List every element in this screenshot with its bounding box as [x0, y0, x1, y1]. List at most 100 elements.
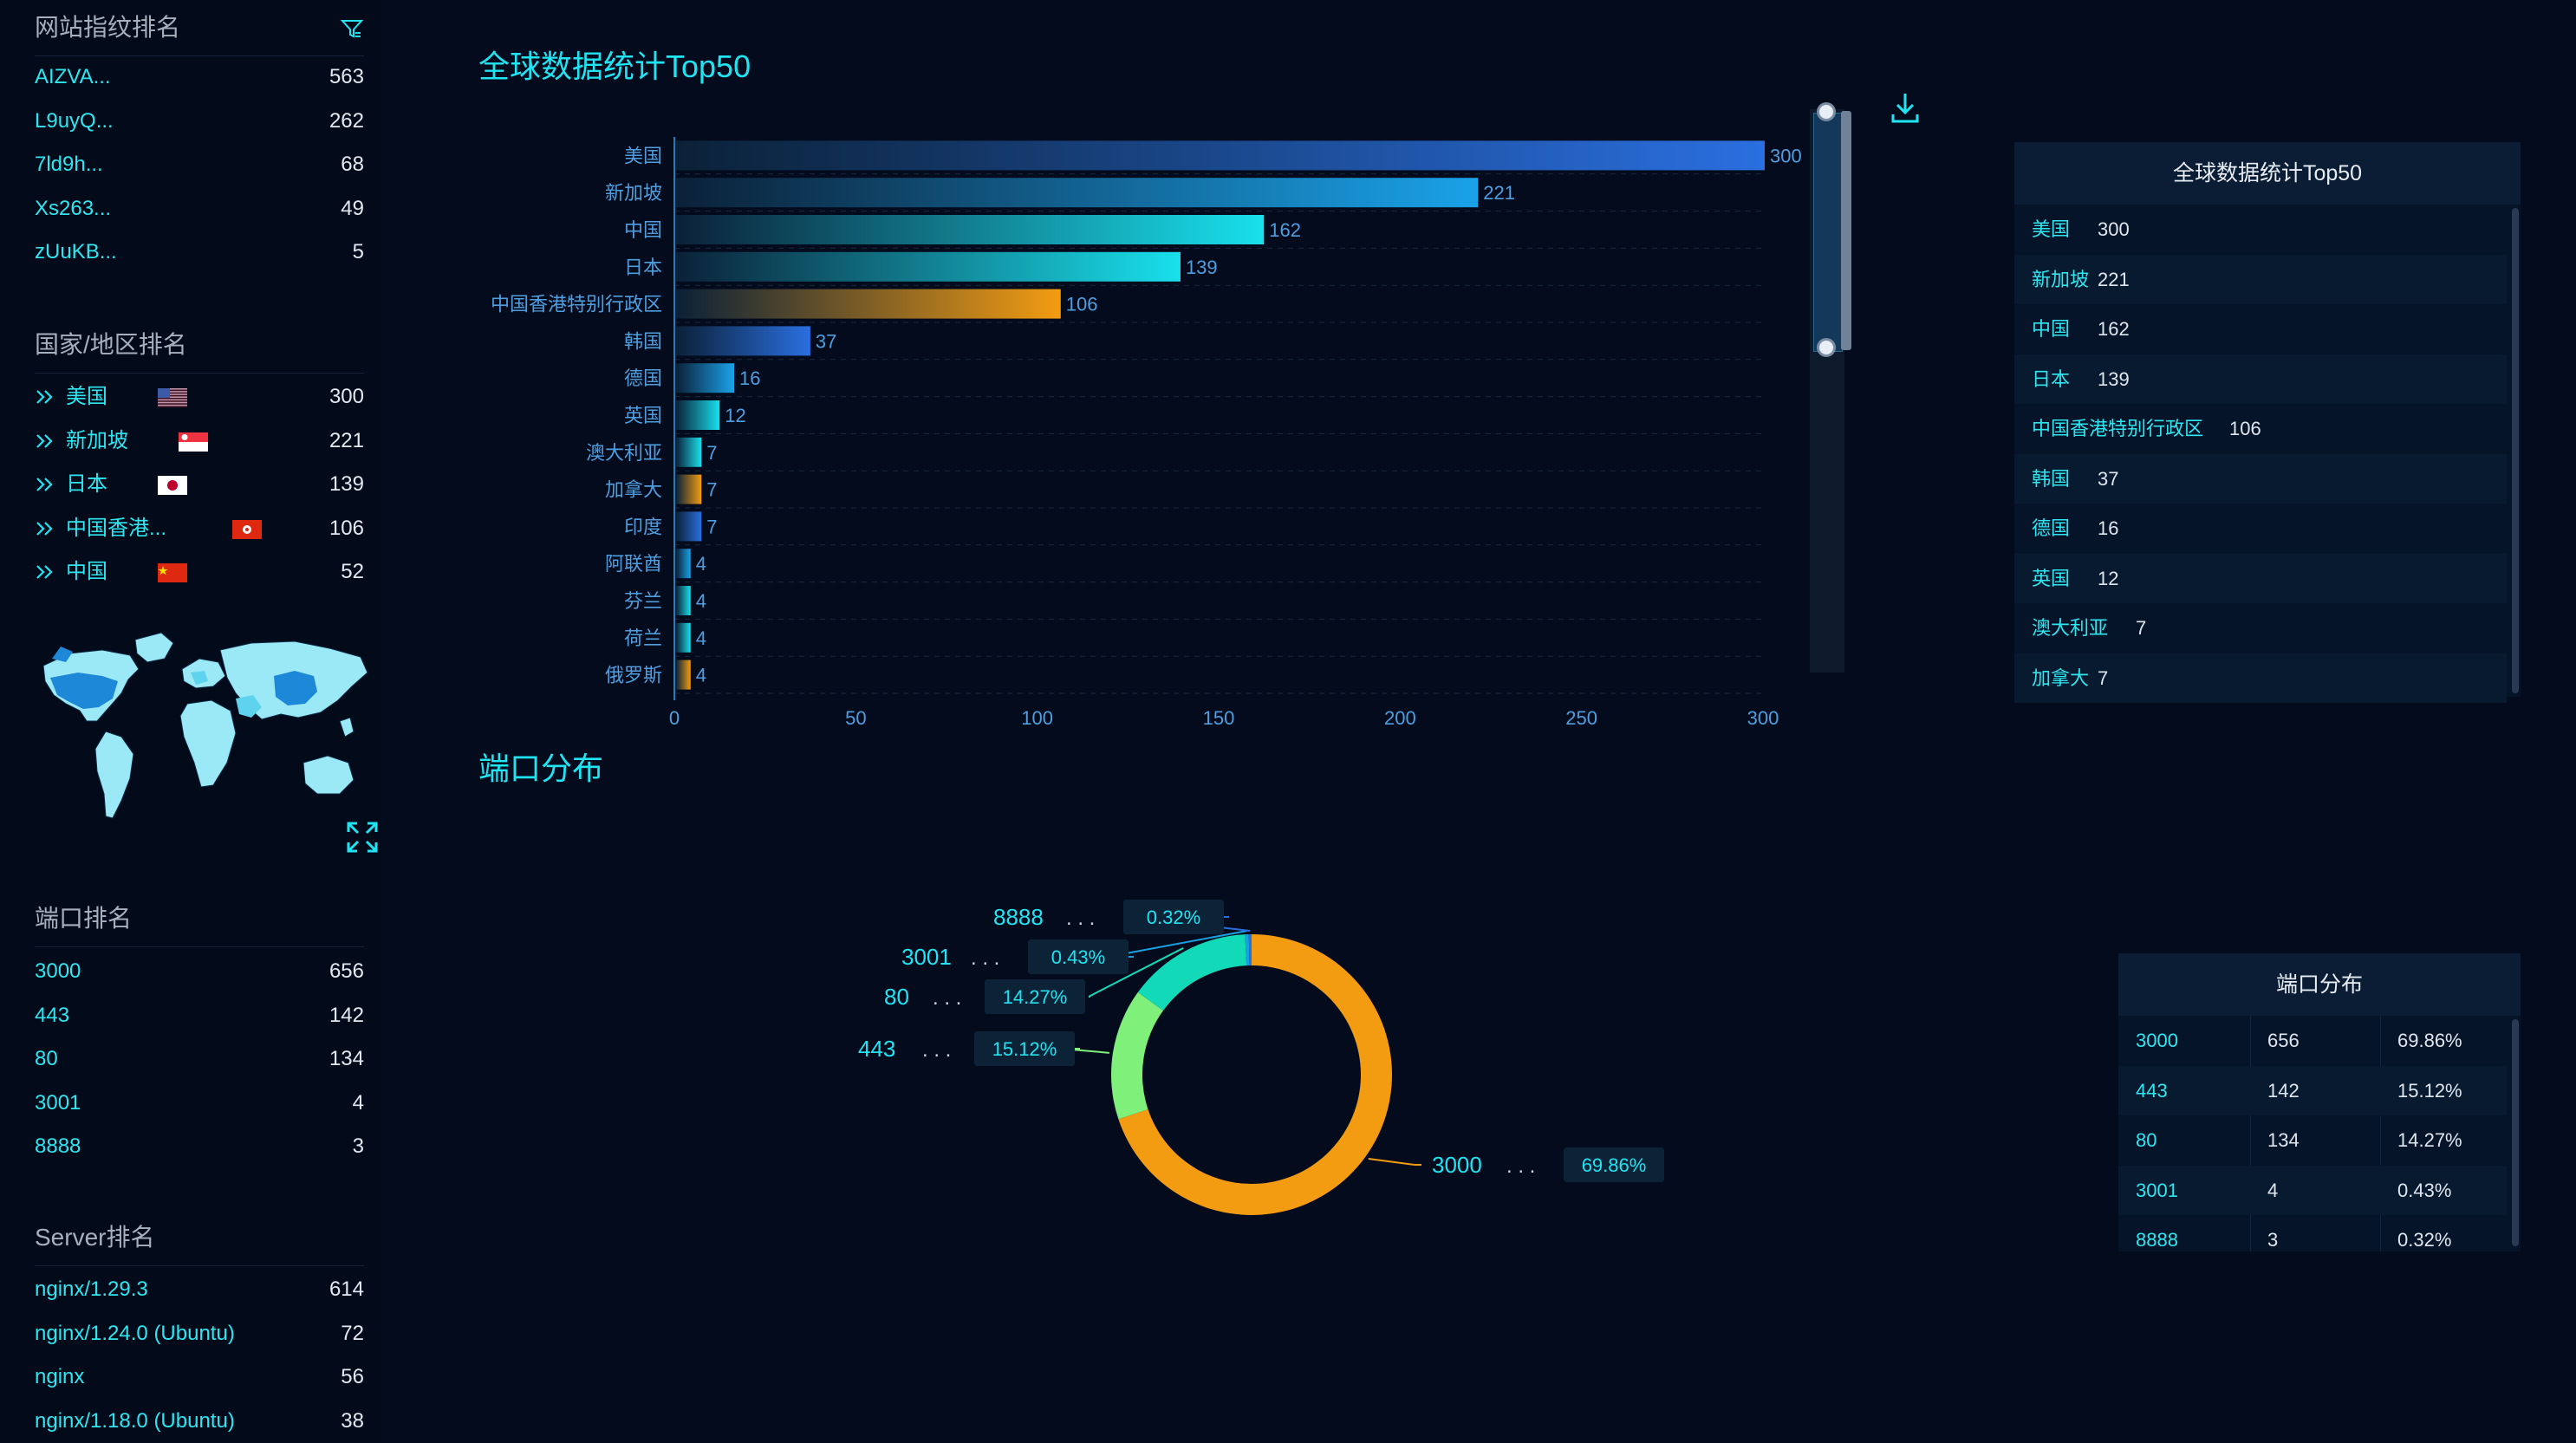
list-item[interactable]: 新加坡 221 — [35, 419, 364, 463]
table-cell-port: 3001 — [2136, 1179, 2178, 1201]
table-row[interactable]: 3000 656 69.86% — [2118, 1016, 2507, 1065]
list-item-value: 300 — [329, 385, 364, 408]
table-cell-count: 4 — [2267, 1179, 2279, 1201]
donut-label-percent: 14.27% — [1003, 986, 1068, 1008]
donut-slice[interactable] — [1137, 934, 1247, 1011]
bar[interactable] — [676, 474, 702, 504]
bar[interactable] — [676, 586, 691, 615]
bar[interactable] — [676, 178, 1479, 208]
zoom-slider-handle-top[interactable] — [1817, 102, 1836, 121]
table-row[interactable]: 美国 300 — [2014, 205, 2507, 254]
divider — [35, 1265, 364, 1266]
donut-slice[interactable] — [1245, 934, 1250, 966]
download-icon[interactable] — [1890, 90, 1921, 125]
list-item[interactable]: AIZVA... 563 — [35, 55, 364, 99]
table-row[interactable]: 澳大利亚 7 — [2014, 603, 2507, 653]
bar[interactable] — [676, 400, 720, 430]
list-item[interactable]: L9uyQ... 262 — [35, 100, 364, 143]
bar[interactable] — [676, 549, 691, 579]
world-map[interactable] — [35, 624, 373, 849]
table-scrollbar[interactable] — [2512, 208, 2519, 693]
zoom-slider[interactable] — [1810, 102, 1844, 673]
bar-value-label: 37 — [816, 330, 836, 352]
donut-slice[interactable] — [1111, 991, 1163, 1120]
bar-value-label: 139 — [1186, 257, 1218, 278]
list-item[interactable]: nginx/1.24.0 (Ubuntu) 72 — [35, 1312, 364, 1355]
table-row[interactable]: 443 142 15.12% — [2118, 1065, 2507, 1115]
table-cell-value: 300 — [2098, 218, 2130, 240]
y-tick-label: 日本 — [624, 257, 662, 278]
bar[interactable] — [676, 660, 691, 690]
list-item[interactable]: 中国香港... 106 — [35, 507, 364, 550]
double-chevron-right-icon — [36, 433, 53, 448]
table-cell-name: 中国 — [2032, 318, 2071, 340]
table-cell-value: 162 — [2098, 318, 2130, 340]
bar[interactable] — [676, 363, 734, 393]
list-item[interactable]: Xs263... 49 — [35, 187, 364, 231]
list-item[interactable]: 美国 300 — [35, 375, 364, 419]
list-item-label: 中国香港... — [66, 516, 167, 540]
country-title: 国家/地区排名 — [35, 331, 187, 358]
donut-label-box — [1123, 900, 1224, 934]
list-item-label: 7ld9h... — [35, 153, 103, 176]
table-cell-name: 美国 — [2032, 218, 2071, 240]
y-tick-label: 德国 — [624, 367, 662, 389]
bar[interactable] — [676, 622, 691, 653]
list-item[interactable]: 3000 656 — [35, 950, 364, 993]
hk-flag-icon — [232, 519, 262, 539]
bar[interactable] — [676, 511, 702, 542]
bar[interactable] — [676, 289, 1061, 319]
table-cell-port: 3000 — [2136, 1030, 2178, 1051]
table-row[interactable]: 80 134 14.27% — [2118, 1115, 2507, 1165]
bar[interactable] — [676, 437, 702, 467]
list-item[interactable]: nginx/1.18.0 (Ubuntu) 38 — [35, 1400, 364, 1443]
double-chevron-right-icon — [36, 565, 53, 579]
table-row[interactable]: 3001 4 0.43% — [2118, 1165, 2507, 1215]
y-tick-label: 加拿大 — [605, 479, 662, 501]
expand-icon[interactable] — [345, 820, 380, 855]
table-row[interactable]: 加拿大 7 — [2014, 653, 2507, 703]
y-tick-label: 阿联酋 — [605, 553, 662, 575]
table-row[interactable]: 英国 12 — [2014, 553, 2507, 603]
zoom-scroll-track[interactable] — [1841, 111, 1851, 350]
zoom-slider-handle-bottom[interactable] — [1817, 338, 1836, 357]
donut-slice[interactable] — [1248, 934, 1252, 966]
list-item-value: 38 — [341, 1408, 364, 1433]
list-item[interactable]: 中国 52 — [35, 550, 364, 594]
table-scrollbar[interactable] — [2512, 1019, 2519, 1246]
list-item[interactable]: 8888 3 — [35, 1125, 364, 1168]
table-row[interactable]: 中国香港特别行政区 106 — [2014, 404, 2507, 453]
x-tick-label: 250 — [1565, 707, 1597, 729]
bar-chart[interactable]: 美国 300 新加坡 221 中国 162 日本 139 中国香港特别行政区 106 韩国 37 德国 1… — [0, 0, 1907, 745]
bar[interactable] — [676, 215, 1265, 244]
port-chart-title: 端口分布 — [478, 751, 604, 786]
bar[interactable] — [676, 251, 1181, 282]
bar[interactable] — [676, 326, 810, 356]
table-cell-name: 新加坡 — [2032, 268, 2090, 290]
table-cell-percent: 0.43% — [2397, 1179, 2452, 1201]
table-cell-name: 澳大利亚 — [2032, 617, 2109, 639]
table-cell-name: 加拿大 — [2032, 666, 2090, 689]
table-row[interactable]: 韩国 37 — [2014, 453, 2507, 504]
list-item[interactable]: nginx 56 — [35, 1355, 364, 1399]
x-tick-label: 150 — [1203, 707, 1235, 729]
list-item[interactable]: 80 134 — [35, 1037, 364, 1081]
list-item[interactable]: 日本 139 — [35, 463, 364, 506]
list-item[interactable]: nginx/1.29.3 614 — [35, 1268, 364, 1311]
list-item-value: 106 — [329, 516, 364, 540]
list-item[interactable]: 7ld9h... 68 — [35, 143, 364, 186]
table-row[interactable]: 日本 139 — [2014, 354, 2507, 404]
table-row[interactable]: 新加坡 221 — [2014, 254, 2507, 304]
list-item[interactable]: 3001 4 — [35, 1082, 364, 1125]
bar-value-label: 300 — [1770, 145, 1802, 166]
bar[interactable] — [676, 140, 1765, 171]
filter-icon[interactable] — [340, 17, 364, 40]
table-row[interactable]: 8888 3 0.32% — [2118, 1215, 2507, 1264]
port-donut-chart[interactable]: 3000. . . 69.86%443. . . 15.12%80. . . 14.2… — [0, 0, 1907, 1442]
list-item[interactable]: zUuKB... 5 — [35, 231, 364, 274]
bar-value-label: 7 — [706, 479, 717, 501]
bar-value-label: 4 — [696, 665, 706, 686]
table-row[interactable]: 中国 162 — [2014, 304, 2507, 354]
list-item[interactable]: 443 142 — [35, 994, 364, 1037]
table-row[interactable]: 德国 16 — [2014, 504, 2507, 553]
